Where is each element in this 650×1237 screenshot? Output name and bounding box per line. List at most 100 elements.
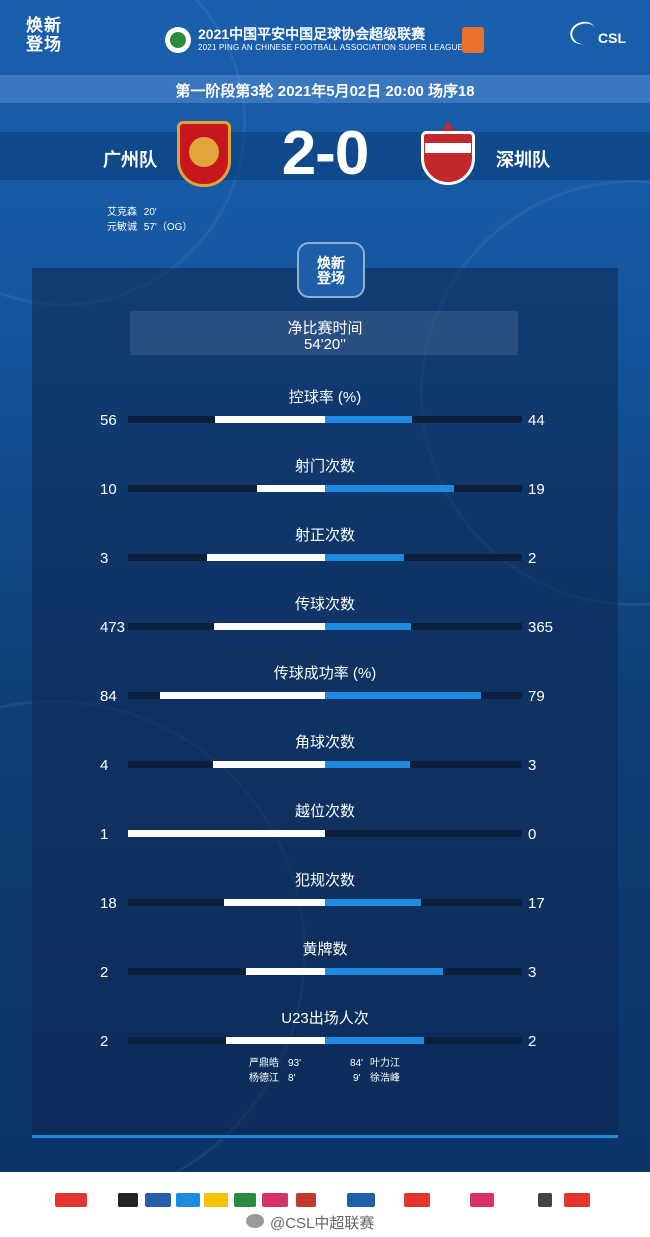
- stat-home-bar: [207, 554, 325, 561]
- brand-logo: 焕新 登场: [26, 16, 62, 54]
- stat-away-bar: [325, 623, 411, 630]
- u23-away-minute: 9': [353, 1073, 361, 1084]
- stat-away-bar: [325, 761, 410, 768]
- u23-away-minute: 84': [350, 1058, 364, 1069]
- stat-home-value: 473: [100, 619, 126, 636]
- stat-home-bar: [246, 968, 325, 975]
- league-subtitle: 2021 PING AN CHINESE FOOTBALL ASSOCIATIO…: [198, 43, 464, 52]
- sponsor-logo-icon: [176, 1193, 200, 1207]
- stat-away-value: 44: [528, 412, 545, 429]
- sponsor-logo-icon: [564, 1193, 590, 1207]
- header: 焕新 登场 2021中国平安中国足球协会超级联赛 2021 PING AN CH…: [0, 0, 650, 75]
- home-team-name: 广州队: [103, 150, 157, 170]
- stat-away-value: 19: [528, 481, 545, 498]
- scorer-minute: 20': [143, 207, 157, 218]
- stat-bar-track: [128, 830, 522, 837]
- stat-home-bar: [224, 899, 325, 906]
- cfa-emblem-icon: [165, 27, 191, 53]
- stats-panel: [32, 268, 618, 1138]
- stat-away-bar: [325, 1037, 424, 1044]
- home-scorers: 艾克森 20' 元敏诚 57'（OG）: [107, 205, 192, 235]
- stat-away-value: 2: [528, 1033, 537, 1050]
- stat-row: 黄牌数 2 3: [0, 938, 650, 988]
- u23-home-name: 严鼎皓: [249, 1058, 279, 1069]
- stat-away-bar: [325, 692, 481, 699]
- sponsor-logo-icon: [204, 1193, 228, 1207]
- stat-home-value: 56: [100, 412, 117, 429]
- scorer-name: 艾克森: [107, 207, 137, 218]
- stat-home-value: 2: [100, 1033, 109, 1050]
- stat-row: 射正次数 3 2: [0, 524, 650, 574]
- stat-away-value: 0: [528, 826, 537, 843]
- stat-home-value: 4: [100, 757, 109, 774]
- stat-title: 角球次数: [294, 734, 355, 751]
- panel-brand-badge-icon: [297, 242, 365, 298]
- stat-home-bar: [128, 830, 325, 837]
- league-title: 2021中国平安中国足球协会超级联赛: [198, 26, 426, 42]
- stat-row: 犯规次数 18 17: [0, 869, 650, 919]
- stat-away-value: 17: [528, 895, 545, 912]
- stat-home-value: 84: [100, 688, 117, 705]
- stat-row: 传球成功率 (%) 84 79: [0, 662, 650, 712]
- stat-home-bar: [257, 485, 325, 492]
- stat-row: 角球次数 4 3: [0, 731, 650, 781]
- stat-home-value: 10: [100, 481, 117, 498]
- stat-row: 传球次数 473 365: [0, 593, 650, 643]
- net-time-value: 54'20'': [304, 336, 346, 353]
- stat-title: U23出场人次: [281, 1010, 369, 1027]
- sponsor-emblem-icon: [462, 27, 484, 53]
- watermark: @CSL中超联赛: [270, 1215, 375, 1232]
- stat-away-value: 365: [528, 619, 554, 636]
- stat-away-bar: [325, 968, 443, 975]
- u23-away-name: 叶力江: [370, 1058, 400, 1069]
- panel-brand-line-2: 登场: [317, 270, 345, 286]
- scorer-row: 艾克森 20': [107, 205, 192, 220]
- csl-logo-icon: [567, 18, 599, 48]
- stat-away-bar: [325, 485, 454, 492]
- sponsor-logo-icon: [118, 1193, 138, 1207]
- stat-row: 越位次数 1 0: [0, 800, 650, 850]
- u23-home-minute: 93': [288, 1058, 302, 1069]
- stat-home-bar: [226, 1037, 325, 1044]
- sponsor-logo-icon: [55, 1193, 87, 1207]
- score-band: [0, 132, 650, 180]
- stat-title: 射门次数: [294, 458, 355, 475]
- away-team-name: 深圳队: [496, 150, 550, 170]
- stat-away-value: 79: [528, 688, 545, 705]
- stat-home-bar: [215, 416, 325, 423]
- sponsor-logo-icon: [470, 1193, 494, 1207]
- stat-home-bar: [214, 623, 325, 630]
- stat-home-value: 1: [100, 826, 109, 843]
- csl-logo-label: CSL: [598, 30, 626, 46]
- stat-home-bar: [213, 761, 325, 768]
- net-time-title: 净比赛时间: [287, 320, 363, 337]
- away-team-crest-icon: [417, 121, 479, 187]
- stat-away-value: 2: [528, 550, 537, 567]
- net-time-box: [130, 311, 518, 355]
- stat-row: U23出场人次 2 2: [0, 1007, 650, 1057]
- sponsor-logo-icon: [262, 1193, 288, 1207]
- sponsor-logo-icon: [538, 1193, 552, 1207]
- stat-away-bar: [325, 554, 404, 561]
- brand-line-1: 焕新: [26, 16, 62, 35]
- match-score: 2-0: [281, 119, 370, 188]
- sponsor-logo-icon: [404, 1193, 430, 1207]
- stat-home-value: 18: [100, 895, 117, 912]
- stat-title: 犯规次数: [294, 872, 355, 889]
- sponsor-logo-icon: [347, 1193, 375, 1207]
- home-team-crest-icon: [177, 121, 231, 187]
- stat-title: 射正次数: [294, 527, 355, 544]
- scorer-minute: 57'（OG）: [143, 222, 193, 233]
- stat-away-bar: [325, 416, 412, 423]
- stat-title: 黄牌数: [302, 941, 348, 958]
- stat-away-bar: [325, 899, 421, 906]
- brand-line-2: 登场: [26, 35, 62, 54]
- sponsor-logo-icon: [234, 1193, 256, 1207]
- match-info: 第一阶段第3轮 2021年5月02日 20:00 场序18: [175, 83, 475, 100]
- stat-row: 射门次数 10 19: [0, 455, 650, 505]
- panel-brand-line-1: 焕新: [317, 255, 345, 271]
- weibo-icon: [246, 1214, 264, 1228]
- sponsor-logo-icon: [296, 1193, 316, 1207]
- stat-title: 越位次数: [294, 803, 355, 820]
- stat-row: 控球率 (%) 56 44: [0, 386, 650, 436]
